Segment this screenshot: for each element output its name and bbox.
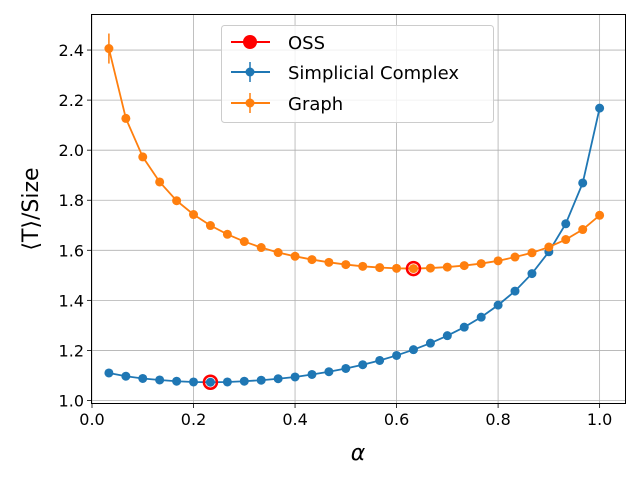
x-tick-label: 0.0 — [79, 410, 104, 429]
data-point-graph — [189, 210, 199, 220]
data-point-graph — [408, 264, 418, 274]
data-point-graph — [121, 113, 131, 123]
data-point-graph — [375, 263, 385, 273]
data-point-graph — [561, 235, 571, 245]
oss-marker — [405, 260, 422, 277]
x-axis-label: α — [351, 441, 366, 466]
data-point-graph — [459, 261, 469, 271]
series-line-simplicial-complex — [108, 107, 601, 384]
data-point-simplicial-complex — [561, 219, 571, 229]
legend-marker-graph — [245, 98, 255, 108]
data-point-graph — [358, 261, 368, 271]
y-axis-label: ⟨T⟩/Size — [19, 167, 44, 250]
data-point-graph — [104, 44, 114, 54]
x-tick-label: 0.4 — [282, 410, 307, 429]
data-point-graph — [476, 259, 486, 269]
legend-label-oss: OSS — [288, 33, 325, 54]
data-point-simplicial-complex — [256, 375, 266, 385]
oss-layer — [202, 260, 422, 390]
data-point-graph — [527, 248, 537, 258]
data-point-graph — [155, 177, 165, 187]
legend-entry-oss: OSS — [231, 33, 325, 54]
x-tick-label: 1.0 — [587, 410, 612, 429]
data-point-simplicial-complex — [205, 377, 215, 387]
series-simplicial-complex — [104, 103, 605, 387]
data-point-simplicial-complex — [408, 345, 418, 355]
data-point-graph — [239, 237, 249, 247]
series-layer — [104, 33, 605, 387]
data-point-simplicial-complex — [273, 374, 283, 384]
data-point-simplicial-complex — [510, 286, 520, 296]
series-graph — [104, 33, 605, 274]
data-point-simplicial-complex — [425, 338, 435, 348]
y-ticks: 1.0 1.2 1.4 1.6 1.8 2.0 2.2 2.4 — [59, 41, 92, 410]
y-tick-label: 2.4 — [59, 41, 84, 60]
data-point-graph — [425, 263, 435, 273]
data-point-simplicial-complex — [290, 372, 300, 382]
legend-marker-oss — [243, 35, 257, 49]
legend: OSS Simplicial Complex Graph — [221, 25, 494, 123]
data-point-simplicial-complex — [459, 322, 469, 332]
y-tick-label: 1.0 — [59, 391, 84, 410]
data-point-simplicial-complex — [476, 312, 486, 322]
plot-frame — [91, 14, 626, 404]
data-point-graph — [510, 252, 520, 262]
legend-entry-simplicial-complex: Simplicial Complex — [231, 62, 459, 84]
data-point-simplicial-complex — [375, 355, 385, 365]
y-tick-label: 2.2 — [59, 91, 84, 110]
data-point-graph — [595, 210, 605, 220]
x-ticks: 0.0 0.2 0.4 0.6 0.8 1.0 — [79, 403, 612, 429]
oss-marker — [202, 374, 219, 390]
data-point-graph — [138, 152, 148, 162]
data-point-graph — [324, 257, 334, 267]
data-point-simplicial-complex — [341, 363, 351, 373]
data-point-simplicial-complex — [239, 376, 249, 386]
data-point-simplicial-complex — [138, 373, 148, 383]
data-point-graph — [290, 251, 300, 261]
data-point-graph — [392, 263, 402, 273]
x-tick-label: 0.8 — [485, 410, 510, 429]
data-point-simplicial-complex — [527, 269, 537, 279]
legend-entry-graph: Graph — [231, 93, 343, 115]
data-point-simplicial-complex — [172, 376, 182, 386]
data-point-graph — [172, 196, 182, 206]
data-point-graph — [205, 221, 215, 231]
y-tick-label: 2.0 — [59, 141, 84, 160]
data-point-simplicial-complex — [189, 377, 199, 387]
data-point-graph — [578, 225, 588, 235]
y-tick-label: 1.4 — [59, 291, 84, 310]
data-point-simplicial-complex — [392, 350, 402, 360]
data-point-simplicial-complex — [358, 360, 368, 370]
y-tick-label: 1.2 — [59, 341, 84, 360]
legend-marker-simplicial-complex — [245, 67, 255, 77]
data-point-simplicial-complex — [104, 368, 114, 378]
data-point-graph — [442, 262, 452, 272]
x-tick-label: 0.6 — [384, 410, 409, 429]
data-point-simplicial-complex — [595, 103, 605, 113]
y-tick-label: 1.6 — [59, 241, 84, 260]
data-point-graph — [307, 255, 317, 265]
data-point-graph — [544, 242, 554, 252]
legend-label-simplicial-complex: Simplicial Complex — [288, 63, 459, 84]
data-point-simplicial-complex — [155, 375, 165, 385]
data-point-simplicial-complex — [578, 178, 588, 188]
data-point-simplicial-complex — [324, 367, 334, 377]
data-point-simplicial-complex — [121, 371, 131, 381]
x-tick-label: 0.2 — [181, 410, 206, 429]
y-tick-label: 1.8 — [59, 191, 84, 210]
data-point-graph — [222, 229, 232, 239]
data-point-graph — [341, 260, 351, 270]
data-point-graph — [273, 248, 283, 258]
data-point-simplicial-complex — [442, 331, 452, 341]
legend-box — [221, 25, 494, 123]
data-point-simplicial-complex — [493, 300, 503, 310]
data-point-simplicial-complex — [307, 369, 317, 379]
data-point-graph — [493, 256, 503, 266]
data-point-simplicial-complex — [222, 377, 232, 387]
data-point-graph — [256, 243, 266, 253]
legend-label-graph: Graph — [288, 94, 343, 115]
